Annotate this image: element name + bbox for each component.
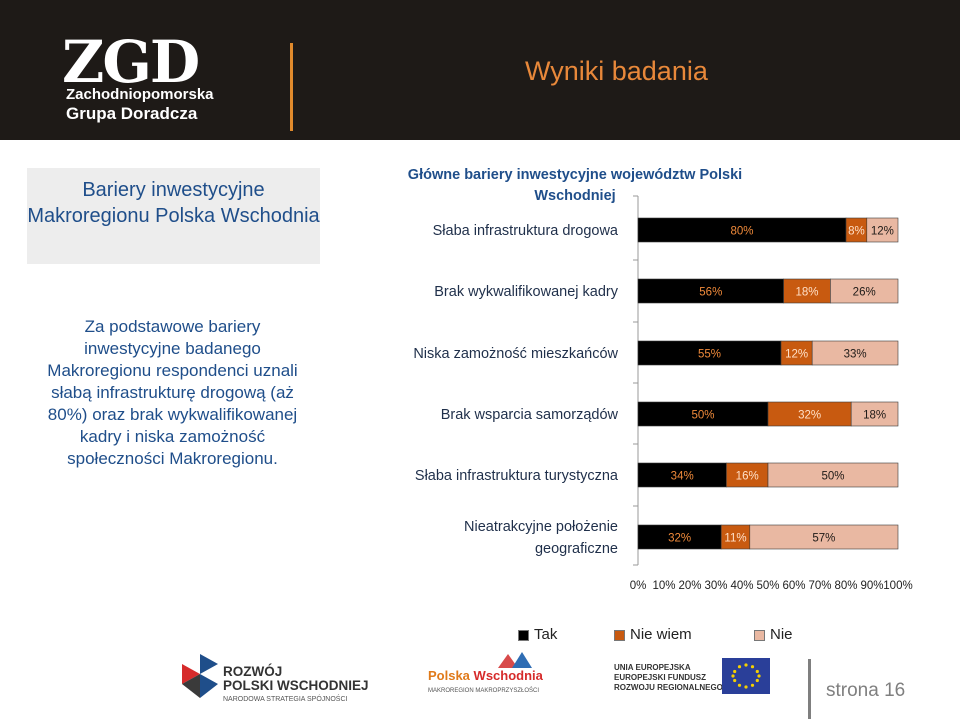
data-label: 50% <box>821 471 844 483</box>
bar-segment-nie-wiem <box>783 278 831 304</box>
data-label: 32% <box>668 533 691 545</box>
x-tick-label: 70% <box>808 580 831 592</box>
category-label: Brak wsparcia samorządów <box>441 407 619 423</box>
ue-logo-text: UNIA EUROPEJSKA EUROPEJSKI FUNDUSZ ROZWO… <box>614 663 723 693</box>
polska-wschodnia-logo-icon <box>498 652 532 668</box>
bar-segment-nie <box>850 401 899 427</box>
rpw-line1: ROZWÓJ <box>223 664 283 679</box>
page-title: Wyniki badania <box>525 56 708 86</box>
category-label: Słaba infrastruktura turystyczna <box>415 468 619 484</box>
rpw-subtitle: NARODOWA STRATEGIA SPÓJNOŚCI <box>223 696 348 703</box>
bar-segment-nie <box>866 217 899 243</box>
legend-item-nie-wiem: Nie wiem <box>614 626 692 643</box>
category-label: Nieatrakcyjne położenie geograficzne <box>464 519 618 557</box>
legend-label-tak: Tak <box>534 626 558 643</box>
data-label: 12% <box>871 226 894 238</box>
eu-flag-icon <box>722 658 770 694</box>
legend-label-nie-wiem: Nie wiem <box>630 626 692 643</box>
legend-swatch-nie-wiem <box>614 629 625 641</box>
data-label: 34% <box>671 471 694 483</box>
x-tick-label: 20% <box>678 580 701 592</box>
x-tick-label: 30% <box>704 580 727 592</box>
ue-line2: EUROPEJSKI FUNDUSZ <box>614 673 707 682</box>
chart-title: Główne bariery inwestycyjne województw P… <box>407 167 743 204</box>
x-tick-label: 50% <box>756 580 779 592</box>
rpw-logo-text: ROZWÓJ POLSKI WSCHODNIEJ <box>223 665 369 693</box>
pw-name2: Wschodnia <box>473 668 543 683</box>
x-tick-label: 90% <box>860 580 883 592</box>
x-tick-label: 0% <box>630 580 647 592</box>
pw-name1: Polska <box>428 668 470 683</box>
data-label: 8% <box>848 226 865 238</box>
legend-item-tak: Tak <box>518 626 557 643</box>
category-label: Brak wykwalifikowanej kadry <box>434 284 618 300</box>
legend-swatch-nie <box>754 629 765 641</box>
zgd-logo: ZGD Zachodniopomorska Grupa Doradcza <box>40 18 293 133</box>
bar-segment-nie <box>830 278 899 304</box>
logo-mark: ZGD <box>62 28 200 96</box>
bar-segment-tak <box>637 217 847 243</box>
legend-label-nie: Nie <box>770 626 793 643</box>
page-number-divider <box>808 659 811 719</box>
bar-segment-tak <box>637 278 784 304</box>
data-label: 16% <box>736 471 759 483</box>
data-label: 33% <box>844 349 867 361</box>
rpw-line2: POLSKI WSCHODNIEJ <box>223 678 369 693</box>
sidebar-summary: Za podstawowe bariery inwestycyjne badan… <box>47 317 298 468</box>
rpw-logo-icon <box>182 654 218 698</box>
logo-divider <box>290 43 293 131</box>
data-label: 18% <box>795 287 818 299</box>
data-label: 32% <box>798 410 821 422</box>
category-label: Słaba infrastruktura drogowa <box>433 223 619 239</box>
bar-segment-tak <box>637 462 727 488</box>
polska-wschodnia-logo-text: Polska Wschodnia <box>428 668 543 683</box>
bar-segment-nie <box>767 462 899 488</box>
data-label: 57% <box>812 533 835 545</box>
x-tick-label: 100% <box>883 580 912 592</box>
bar-segment-nie <box>749 524 899 550</box>
pw-subtitle: MAKROREGION MAKROPRZYSZŁOŚCI <box>428 688 540 694</box>
logo-line1: Zachodniopomorska <box>66 86 214 103</box>
data-label: 12% <box>785 349 808 361</box>
bar-segment-tak <box>637 401 769 427</box>
x-tick-label: 10% <box>652 580 675 592</box>
legend-item-nie: Nie <box>754 626 793 643</box>
sidebar-title-box: Bariery inwestycyjne Makroregionu Polska… <box>27 168 320 264</box>
data-label: 80% <box>730 226 753 238</box>
legend-swatch-tak <box>518 629 529 641</box>
x-tick-label: 40% <box>730 580 753 592</box>
bar-segment-tak <box>637 524 722 550</box>
data-label: 50% <box>691 410 714 422</box>
logo-line2: Grupa Doradcza <box>66 104 198 123</box>
x-tick-label: 60% <box>782 580 805 592</box>
x-tick-label: 80% <box>834 580 857 592</box>
page-number: strona 16 <box>826 680 906 701</box>
sidebar-title: Bariery inwestycyjne Makroregionu Polska… <box>27 179 320 227</box>
category-label: Niska zamożność mieszkańców <box>413 346 618 362</box>
data-label: 55% <box>698 349 721 361</box>
ue-line3: ROZWOJU REGIONALNEGO <box>614 683 723 692</box>
data-label: 18% <box>863 410 886 422</box>
data-label: 11% <box>724 533 746 545</box>
ue-line1: UNIA EUROPEJSKA <box>614 663 691 672</box>
header-bar: ZGD Zachodniopomorska Grupa Doradcza Wyn… <box>0 0 960 140</box>
data-label: 26% <box>853 287 876 299</box>
data-label: 56% <box>699 287 722 299</box>
bar-segment-nie <box>811 340 899 366</box>
